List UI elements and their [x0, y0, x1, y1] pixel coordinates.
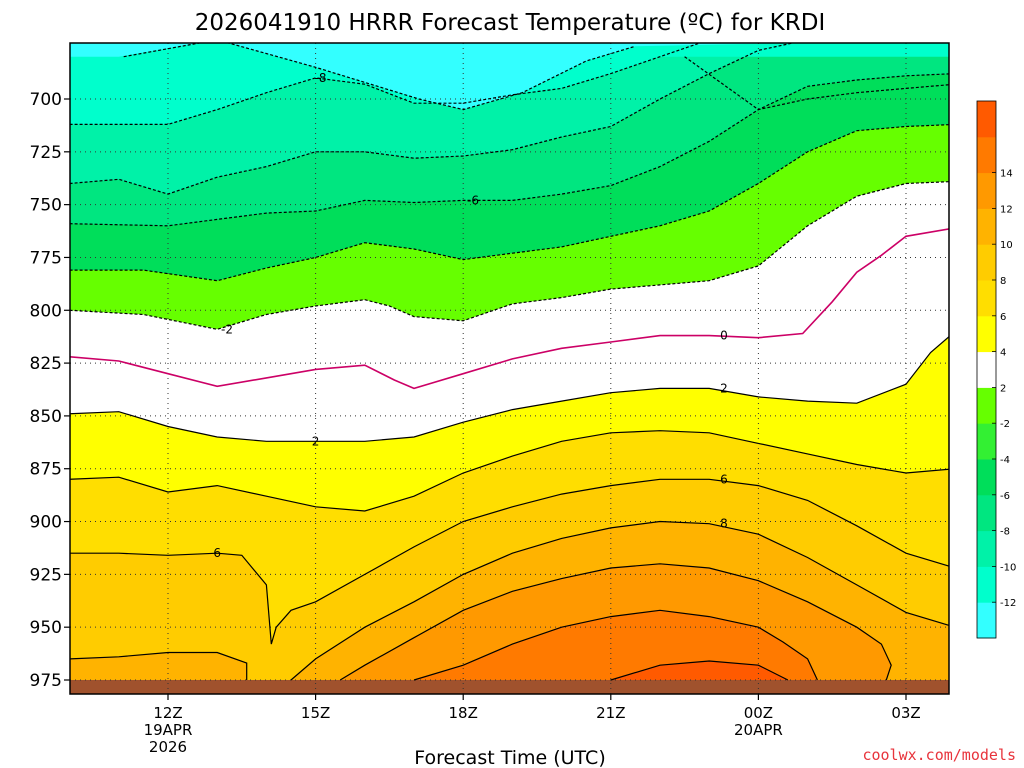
contour-line	[290, 520, 949, 681]
x-tick-label: 12Z	[153, 704, 182, 722]
contour-lines	[70, 43, 949, 681]
y-axis: 700 725 750 775 800 825 850 875 900 925 950 975	[30, 90, 70, 691]
y-tick-label: 950	[30, 618, 62, 638]
colorbar-frame	[976, 100, 997, 639]
colorbar-label: 10	[1000, 240, 1013, 251]
x-tick-sublabel: 20APR	[734, 721, 783, 739]
colorbar-label: -10	[1000, 562, 1016, 573]
contour-label: 2	[312, 434, 320, 448]
fill-bands	[70, 43, 949, 694]
contour-line	[70, 228, 949, 390]
y-tick-label: 975	[30, 671, 62, 691]
colorbar-segment	[977, 566, 996, 603]
grid-lines	[70, 43, 949, 694]
plot-frame	[69, 42, 950, 695]
contour-line	[70, 430, 949, 512]
colorbar-label: -12	[1000, 598, 1016, 609]
colorbar-label: 14	[1000, 169, 1013, 180]
y-tick-label: 750	[30, 196, 62, 216]
colorbar-segment	[977, 459, 996, 496]
colorbar-label: -8	[1000, 527, 1010, 538]
x-tick-label: 00Z	[744, 704, 773, 722]
contour-line	[70, 335, 949, 442]
colorbar-segment	[977, 423, 996, 460]
y-tick-label: 725	[30, 143, 62, 163]
colorbar-segment	[977, 244, 996, 281]
contour-label: 6	[213, 546, 221, 560]
contour-line	[123, 43, 636, 111]
contour-line	[70, 43, 796, 195]
x-tick-label: 18Z	[449, 704, 478, 722]
contour-label: 8	[720, 517, 728, 531]
colorbar-label: 4	[1000, 348, 1006, 359]
colorbar-segment	[977, 172, 996, 209]
contour-label: -6	[467, 193, 479, 207]
contour-line	[70, 124, 949, 282]
colorbar-segment	[977, 101, 996, 138]
fill-band	[70, 43, 796, 110]
y-tick-label: 850	[30, 407, 62, 427]
colorbar-segment	[977, 208, 996, 245]
colorbar: 14 12 10 8 6 4 2 -2 -4 -6 -8 -10 -12	[976, 100, 1016, 639]
colorbar-label: -2	[1000, 419, 1010, 430]
contour-line	[70, 43, 702, 126]
contour-line	[413, 609, 818, 681]
x-tick-sublabel: 19APR	[144, 721, 193, 739]
ground-fill	[70, 680, 949, 694]
colorbar-label: -6	[1000, 491, 1010, 502]
y-tick-label: 800	[30, 301, 62, 321]
chart-title: 2026041910 HRRR Forecast Temperature (ºC…	[195, 10, 825, 36]
x-tick-label: 15Z	[301, 704, 330, 722]
colorbar-segment	[977, 351, 996, 388]
colorbar-segment	[977, 315, 996, 353]
colorbar-label: 6	[1000, 312, 1006, 323]
contour-line	[610, 660, 789, 681]
credit-text: coolwx.com/models	[862, 746, 1016, 764]
x-tick-year: 2026	[149, 738, 187, 756]
contour-label: 2	[720, 381, 728, 395]
colorbar-segment	[977, 602, 996, 639]
x-tick-label: 21Z	[596, 704, 625, 722]
contour-line	[70, 651, 248, 680]
y-tick-label: 925	[30, 565, 62, 585]
colorbar-segment	[977, 387, 996, 424]
y-tick-label: 875	[30, 460, 62, 480]
contour-label: 0	[720, 329, 728, 343]
colorbar-segment	[977, 530, 996, 567]
contour-line	[70, 478, 949, 645]
y-tick-label: 825	[30, 354, 62, 374]
colorbar-label: 2	[1000, 383, 1006, 394]
x-tick-label: 03Z	[891, 704, 920, 722]
contour-line	[70, 181, 949, 330]
colorbar-label: -4	[1000, 455, 1010, 466]
colorbar-label: 12	[1000, 204, 1013, 215]
contour-label: -2	[221, 322, 233, 336]
x-axis-label: Forecast Time (UTC)	[414, 747, 605, 768]
contour-line	[684, 56, 949, 111]
colorbar-segment	[977, 280, 996, 317]
colorbar-segment	[977, 136, 996, 174]
ground-layer	[70, 680, 949, 694]
colorbar-segment	[977, 494, 996, 532]
contour-label: 6	[720, 472, 728, 486]
contour-labels: -8 -6 -2 0 2 2 6 6 8	[213, 71, 727, 560]
y-tick-label: 900	[30, 513, 62, 533]
y-tick-label: 700	[30, 90, 62, 110]
y-tick-label: 775	[30, 248, 62, 268]
colorbar-label: 8	[1000, 276, 1006, 287]
contour-line	[339, 563, 892, 681]
contour-label: -8	[315, 71, 327, 85]
